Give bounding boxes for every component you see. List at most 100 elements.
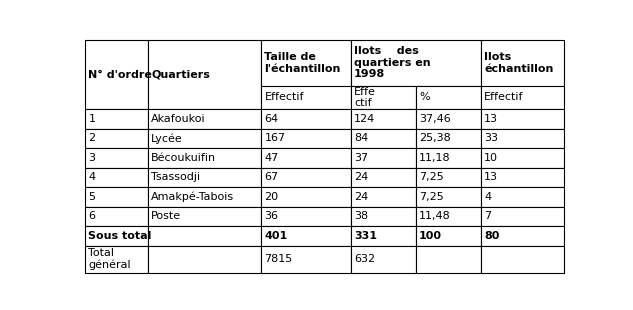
Text: 37: 37 xyxy=(354,153,368,163)
Text: 37,46: 37,46 xyxy=(419,114,451,124)
Bar xyxy=(480,226,564,246)
Bar xyxy=(261,187,351,207)
Bar xyxy=(261,207,351,226)
Text: 7815: 7815 xyxy=(265,255,292,264)
Text: N° d'ordre: N° d'ordre xyxy=(89,69,153,80)
Text: Effectif: Effectif xyxy=(265,92,304,102)
Bar xyxy=(351,207,416,226)
Text: 25,38: 25,38 xyxy=(419,133,451,143)
Text: 401: 401 xyxy=(265,231,287,241)
Text: Taille de
l'échantillon: Taille de l'échantillon xyxy=(265,52,341,74)
Text: 33: 33 xyxy=(484,133,498,143)
Text: 7,25: 7,25 xyxy=(419,192,444,202)
Bar xyxy=(416,187,480,207)
Text: 11,18: 11,18 xyxy=(419,153,451,163)
Text: 7: 7 xyxy=(484,211,491,221)
Bar xyxy=(148,148,261,168)
Bar xyxy=(416,109,480,129)
Text: 124: 124 xyxy=(354,114,375,124)
Bar xyxy=(261,246,351,273)
Bar xyxy=(480,129,564,148)
Bar xyxy=(416,246,480,273)
Bar xyxy=(85,109,148,129)
Bar xyxy=(351,129,416,148)
Bar xyxy=(85,207,148,226)
Text: 5: 5 xyxy=(89,192,96,202)
Bar xyxy=(261,226,351,246)
Bar xyxy=(351,187,416,207)
Text: Sous total: Sous total xyxy=(89,231,152,241)
Bar xyxy=(261,109,351,129)
Bar xyxy=(480,187,564,207)
Text: 4: 4 xyxy=(484,192,491,202)
Bar xyxy=(351,246,416,273)
Text: 67: 67 xyxy=(265,172,279,182)
Bar xyxy=(261,168,351,187)
Bar xyxy=(261,129,351,148)
Bar xyxy=(148,40,261,109)
Text: 6: 6 xyxy=(89,211,96,221)
Text: 64: 64 xyxy=(265,114,279,124)
Bar xyxy=(85,246,148,273)
Text: Effectif: Effectif xyxy=(484,92,523,102)
Text: 13: 13 xyxy=(484,114,498,124)
Bar xyxy=(416,207,480,226)
Text: 3: 3 xyxy=(89,153,96,163)
Bar xyxy=(480,148,564,168)
Bar xyxy=(148,187,261,207)
Bar xyxy=(261,40,351,109)
Bar xyxy=(85,168,148,187)
Text: 167: 167 xyxy=(265,133,285,143)
Bar xyxy=(351,109,416,129)
Text: 100: 100 xyxy=(419,231,442,241)
Bar xyxy=(85,226,148,246)
Text: 11,48: 11,48 xyxy=(419,211,451,221)
Bar xyxy=(148,207,261,226)
Bar xyxy=(416,129,480,148)
Text: 2: 2 xyxy=(89,133,96,143)
Bar xyxy=(148,246,261,273)
Text: 80: 80 xyxy=(484,231,499,241)
Bar xyxy=(351,168,416,187)
Bar xyxy=(351,226,416,246)
Text: 84: 84 xyxy=(354,133,368,143)
Bar xyxy=(416,148,480,168)
Bar xyxy=(480,246,564,273)
Bar xyxy=(148,109,261,129)
Bar xyxy=(85,129,148,148)
Text: 47: 47 xyxy=(265,153,279,163)
Bar xyxy=(85,187,148,207)
Bar xyxy=(351,86,416,109)
Bar xyxy=(416,226,480,246)
Text: 4: 4 xyxy=(89,172,96,182)
Bar xyxy=(480,109,564,129)
Text: 13: 13 xyxy=(484,172,498,182)
Text: 7,25: 7,25 xyxy=(419,172,444,182)
Text: Lycée: Lycée xyxy=(151,133,183,144)
Text: Ilots
échantillon: Ilots échantillon xyxy=(484,52,553,74)
Text: Amakpé-Tabois: Amakpé-Tabois xyxy=(151,192,234,202)
Text: Bécoukuifin: Bécoukuifin xyxy=(151,153,216,163)
Bar xyxy=(85,148,148,168)
Bar xyxy=(148,226,261,246)
Text: Akafoukoi: Akafoukoi xyxy=(151,114,206,124)
Bar xyxy=(351,40,480,86)
Text: Ilots    des
quartiers en
1998: Ilots des quartiers en 1998 xyxy=(354,46,430,79)
Bar xyxy=(351,148,416,168)
Bar xyxy=(148,168,261,187)
Text: 1: 1 xyxy=(89,114,96,124)
Bar xyxy=(148,129,261,148)
Text: Total
général: Total général xyxy=(89,248,131,270)
Text: 36: 36 xyxy=(265,211,279,221)
Text: Effe
ctif: Effe ctif xyxy=(354,86,376,108)
Bar xyxy=(480,40,564,109)
Bar xyxy=(480,207,564,226)
Text: Quartiers: Quartiers xyxy=(151,69,210,80)
Text: Tsassodji: Tsassodji xyxy=(151,172,201,182)
Text: 20: 20 xyxy=(265,192,279,202)
Text: 632: 632 xyxy=(354,255,375,264)
Text: %: % xyxy=(419,92,430,102)
Text: 24: 24 xyxy=(354,192,368,202)
Text: 38: 38 xyxy=(354,211,368,221)
Text: 331: 331 xyxy=(354,231,377,241)
